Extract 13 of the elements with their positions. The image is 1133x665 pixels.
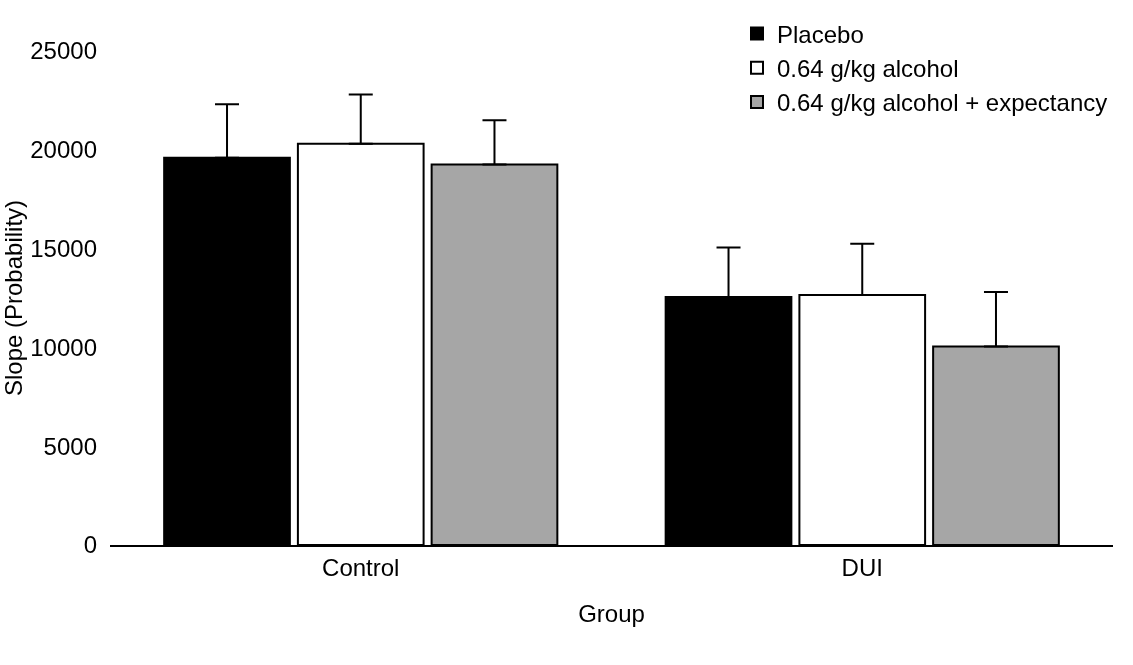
legend-label: Placebo: [777, 20, 864, 48]
x-axis-title: Group: [578, 599, 645, 627]
y-axis-title: Slope (Probability): [0, 199, 27, 397]
y-tick-label: 15000: [30, 235, 97, 262]
y-tick-label: 20000: [30, 136, 97, 164]
y-tick-label: 0: [83, 531, 97, 559]
y-tick-label: 25000: [30, 37, 97, 65]
x-tick-label: Control: [322, 553, 400, 581]
x-tick-label: DUI: [841, 553, 883, 581]
y-tick-label: 10000: [30, 333, 97, 361]
y-tick-label: 5000: [43, 432, 97, 460]
legend-label: 0.64 g/kg alcohol: [777, 55, 959, 83]
legend-label: 0.64 g/kg alcohol + expectancy: [777, 89, 1108, 117]
